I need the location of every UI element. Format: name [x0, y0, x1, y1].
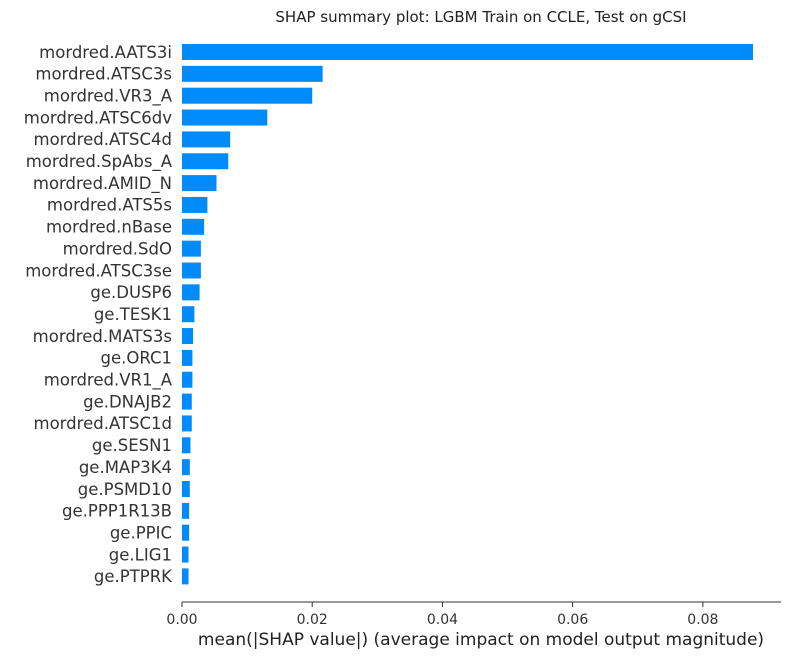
bar-mordred-amid-n — [182, 175, 217, 192]
feature-label: mordred.MATS3s — [33, 327, 172, 346]
bar-ge-ppic — [182, 524, 190, 541]
feature-labels-layer: mordred.AATS3i mordred.ATSC3s mordred.VR3_… — [24, 43, 173, 586]
feature-label: mordred.VR3_A — [44, 86, 173, 106]
bar-ge-ptprk — [182, 568, 189, 585]
feature-label: mordred.nBase — [46, 218, 172, 237]
feature-label: mordred.ATS5s — [47, 196, 172, 215]
feature-label: ge.PPIC — [110, 523, 172, 542]
feature-label: ge.PTPRK — [94, 567, 173, 586]
feature-label: mordred.VR1_A — [44, 371, 173, 391]
bar-mordred-aats3i — [182, 44, 754, 60]
x-tick-label: 0.06 — [557, 612, 588, 628]
bar-mordred-atsc3se — [182, 262, 201, 279]
feature-label: mordred.ATSC4d — [34, 130, 172, 149]
x-tick-label: 0.04 — [427, 612, 458, 628]
feature-label: mordred.AMID_N — [33, 174, 172, 194]
feature-label: ge.LIG1 — [109, 545, 172, 564]
bar-mordred-atsc6dv — [182, 109, 268, 126]
feature-label: mordred.ATSC6dv — [24, 108, 172, 127]
bar-mordred-mats3s — [182, 328, 194, 345]
x-tick-label: 0.00 — [166, 612, 197, 628]
bar-mordred-ats5s — [182, 196, 208, 213]
chart-title: SHAP summary plot: LGBM Train on CCLE, T… — [275, 8, 686, 26]
feature-label: ge.ORC1 — [100, 349, 172, 368]
bar-mordred-atsc1d — [182, 415, 192, 432]
bar-mordred-vr3-a — [182, 87, 313, 104]
feature-label: ge.SESN1 — [92, 436, 172, 455]
feature-label: mordred.SdO — [63, 239, 172, 258]
feature-label: mordred.ATSC3se — [25, 261, 172, 280]
bar-mordred-vr1-a — [182, 371, 193, 388]
bar-ge-psmd10 — [182, 481, 190, 497]
bar-ge-sesn1 — [182, 437, 191, 454]
bar-mordred-atsc3s — [182, 65, 323, 82]
x-axis-label: mean(|SHAP value|) (average impact on mo… — [198, 630, 764, 650]
feature-label: ge.PPP1R13B — [62, 502, 172, 521]
feature-label: mordred.ATSC3s — [35, 65, 172, 84]
bar-ge-tesk1 — [182, 306, 195, 323]
feature-label: ge.MAP3K4 — [79, 458, 172, 477]
bar-ge-map3k4 — [182, 459, 190, 476]
bar-mordred-spabs-a — [182, 153, 229, 170]
feature-label: ge.DUSP6 — [90, 283, 172, 302]
bar-ge-dusp6 — [182, 284, 200, 301]
bar-ge-ppp1r13b — [182, 502, 190, 519]
feature-label: ge.TESK1 — [94, 305, 172, 324]
x-tick-label: 0.02 — [297, 612, 328, 628]
feature-label: mordred.AATS3i — [39, 43, 172, 62]
bar-ge-dnajb2 — [182, 393, 192, 410]
bar-mordred-sdo — [182, 240, 201, 257]
bar-mordred-atsc4d — [182, 131, 231, 148]
feature-label: ge.PSMD10 — [78, 480, 172, 499]
feature-label: mordred.ATSC1d — [34, 414, 172, 433]
x-tick-label: 0.08 — [687, 612, 718, 628]
x-ticks-layer: 0.00 0.02 0.04 0.06 0.08 — [166, 602, 718, 628]
bar-mordred-nbase — [182, 218, 205, 235]
bar-ge-orc1 — [182, 349, 193, 366]
feature-label: ge.DNAJB2 — [83, 392, 172, 411]
bars-layer — [182, 44, 754, 585]
bar-ge-lig1 — [182, 546, 189, 563]
feature-label: mordred.SpAbs_A — [26, 152, 173, 172]
